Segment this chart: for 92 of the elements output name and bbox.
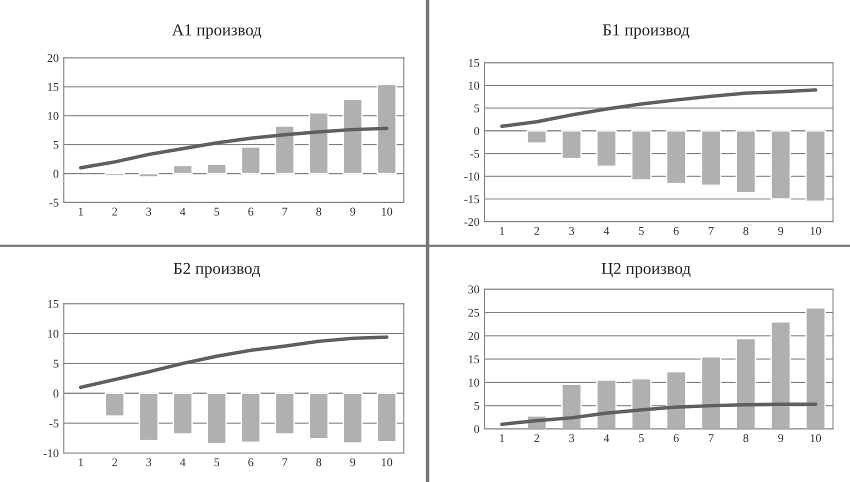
- x-tick-label: 4: [604, 227, 610, 235]
- bar: [342, 98, 363, 174]
- bar: [206, 164, 227, 174]
- y-tick-label: 15: [468, 355, 480, 364]
- bar: [240, 146, 261, 174]
- x-tick-label: 5: [639, 227, 644, 235]
- x-tick-label: 7: [708, 227, 714, 235]
- y-tick-label: 15: [48, 83, 58, 91]
- x-tick-label: 1: [78, 458, 83, 466]
- y-tick-label: 5: [54, 360, 58, 368]
- y-tick-label: -5: [49, 420, 58, 428]
- y-tick-label: 0: [53, 390, 58, 398]
- chart-title: Б2 производ: [174, 262, 260, 278]
- y-tick-label: -5: [470, 150, 480, 158]
- x-tick-label: 2: [534, 226, 540, 235]
- y-tick-label: -10: [44, 449, 58, 458]
- bar: [631, 378, 652, 429]
- x-tick-label: 1: [500, 434, 504, 442]
- bar: [104, 172, 125, 177]
- y-tick-label: 15: [468, 58, 480, 67]
- line-series: [500, 88, 818, 128]
- x-tick-label: 9: [778, 434, 784, 442]
- x-tick-label: 7: [708, 434, 714, 442]
- x-tick-label: 10: [810, 226, 822, 235]
- y-tick-label: -20: [464, 218, 480, 226]
- x-tick-label: 2: [112, 208, 118, 216]
- bar: [561, 384, 582, 429]
- line-series: [79, 126, 388, 170]
- chart-title: Б1 производ: [602, 24, 690, 39]
- x-tick-label: 6: [248, 458, 254, 466]
- bar: [138, 172, 159, 178]
- x-tick-label: 6: [674, 434, 679, 442]
- x-tick-label: 5: [639, 434, 644, 442]
- x-tick-label: 2: [112, 458, 118, 466]
- line-series: [500, 402, 818, 426]
- x-tick-label: 3: [146, 208, 152, 216]
- x-tick-label: 5: [214, 208, 220, 216]
- bar: [274, 125, 295, 174]
- x-tick-label: 9: [350, 458, 356, 466]
- x-tick-label: 8: [743, 434, 748, 442]
- y-tick-label: 20: [468, 332, 480, 340]
- y-tick-label: 10: [48, 112, 58, 120]
- bar: [666, 370, 686, 429]
- x-tick-label: 6: [674, 226, 679, 235]
- bar: [700, 356, 722, 429]
- x-tick-label: 7: [282, 458, 288, 466]
- x-tick-label: 3: [146, 458, 152, 466]
- y-tick-label: 0: [474, 425, 480, 434]
- x-tick-label: 1: [78, 208, 83, 216]
- x-tick-label: 7: [282, 208, 288, 216]
- y-tick-label: 30: [468, 285, 480, 294]
- bar: [308, 112, 329, 174]
- chart-title: Ц2 производ: [602, 262, 690, 278]
- y-tick-label: -15: [464, 195, 480, 204]
- y-tick-label: 0: [474, 127, 480, 136]
- x-tick-label: 8: [316, 208, 322, 216]
- y-tick-label: 10: [468, 378, 480, 387]
- y-tick-label: 15: [48, 300, 58, 308]
- x-tick-label: 10: [382, 208, 392, 216]
- x-tick-label: 4: [180, 458, 186, 466]
- y-tick-label: 5: [474, 402, 480, 410]
- bar: [596, 379, 617, 429]
- x-tick-label: 10: [382, 458, 392, 466]
- x-tick-label: 8: [743, 226, 748, 235]
- bar: [770, 321, 792, 429]
- chart-title: А1 производ: [172, 24, 262, 39]
- x-tick-label: 8: [316, 458, 322, 466]
- bar: [376, 84, 397, 174]
- x-tick-label: 4: [180, 208, 186, 216]
- bar: [172, 164, 193, 174]
- y-tick-label: 25: [468, 308, 480, 317]
- y-tick-label: -5: [49, 198, 58, 207]
- y-tick-label: 5: [54, 140, 58, 149]
- y-tick-label: 10: [468, 82, 480, 90]
- y-tick-label: 10: [48, 330, 58, 338]
- x-tick-label: 10: [810, 434, 822, 442]
- x-tick-label: 9: [778, 226, 784, 235]
- y-tick-label: -10: [464, 172, 480, 180]
- x-tick-label: 5: [214, 458, 220, 466]
- y-tick-label: 20: [48, 54, 58, 62]
- x-tick-label: 3: [569, 226, 574, 235]
- y-tick-label: 5: [474, 104, 480, 112]
- bar: [736, 338, 756, 429]
- x-tick-label: 9: [350, 208, 356, 216]
- x-tick-label: 4: [604, 434, 610, 442]
- x-tick-label: 6: [248, 208, 254, 216]
- x-tick-label: 2: [534, 434, 540, 442]
- bar: [805, 307, 826, 429]
- x-tick-label: 3: [569, 434, 574, 442]
- y-tick-label: 0: [53, 170, 58, 178]
- line-series: [79, 335, 388, 390]
- x-tick-label: 1: [500, 226, 504, 235]
